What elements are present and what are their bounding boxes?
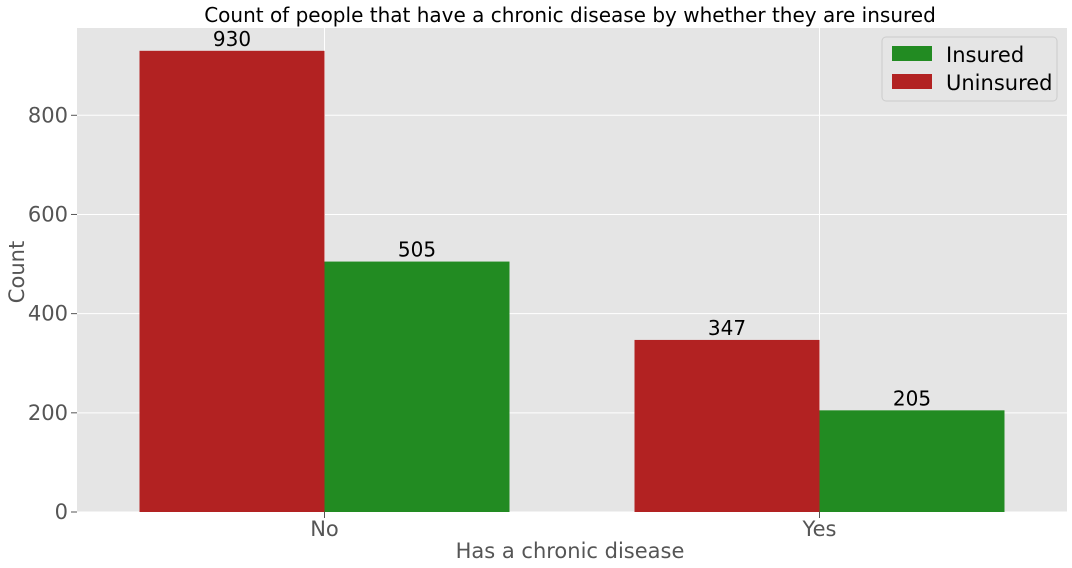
y-tick-label: 200 — [28, 401, 68, 425]
y-tick-label: 400 — [28, 302, 68, 326]
data-label-uninsured-no: 930 — [213, 27, 251, 51]
x-tick-label: No — [310, 517, 339, 541]
x-tick-label: Yes — [802, 517, 837, 541]
bars — [139, 50, 1005, 513]
bar-uninsured-yes — [634, 339, 820, 512]
data-label-insured-no: 505 — [398, 238, 436, 262]
bar-insured-no — [324, 261, 510, 512]
x-axis-label: Has a chronic disease — [456, 539, 685, 563]
chart-title: Count of people that have a chronic dise… — [204, 3, 936, 27]
bar-uninsured-no — [139, 50, 325, 513]
data-label-insured-yes: 205 — [893, 386, 931, 410]
legend-label-insured: Insured — [946, 43, 1024, 67]
y-tick-label: 800 — [28, 103, 68, 127]
legend: Insured Uninsured — [881, 36, 1058, 102]
y-axis-label: Count — [5, 241, 29, 303]
data-labels: 930 505 347 205 — [213, 27, 931, 411]
legend-swatch-uninsured — [892, 74, 932, 89]
data-label-uninsured-yes: 347 — [708, 316, 746, 340]
legend-swatch-insured — [892, 46, 932, 61]
y-tick-label: 0 — [55, 500, 68, 524]
y-axis-ticks: 0 200 400 600 800 — [28, 103, 77, 524]
bar-insured-yes — [819, 410, 1005, 512]
x-axis-ticks: No Yes — [310, 512, 836, 541]
legend-label-uninsured: Uninsured — [946, 71, 1053, 95]
y-tick-label: 600 — [28, 202, 68, 226]
